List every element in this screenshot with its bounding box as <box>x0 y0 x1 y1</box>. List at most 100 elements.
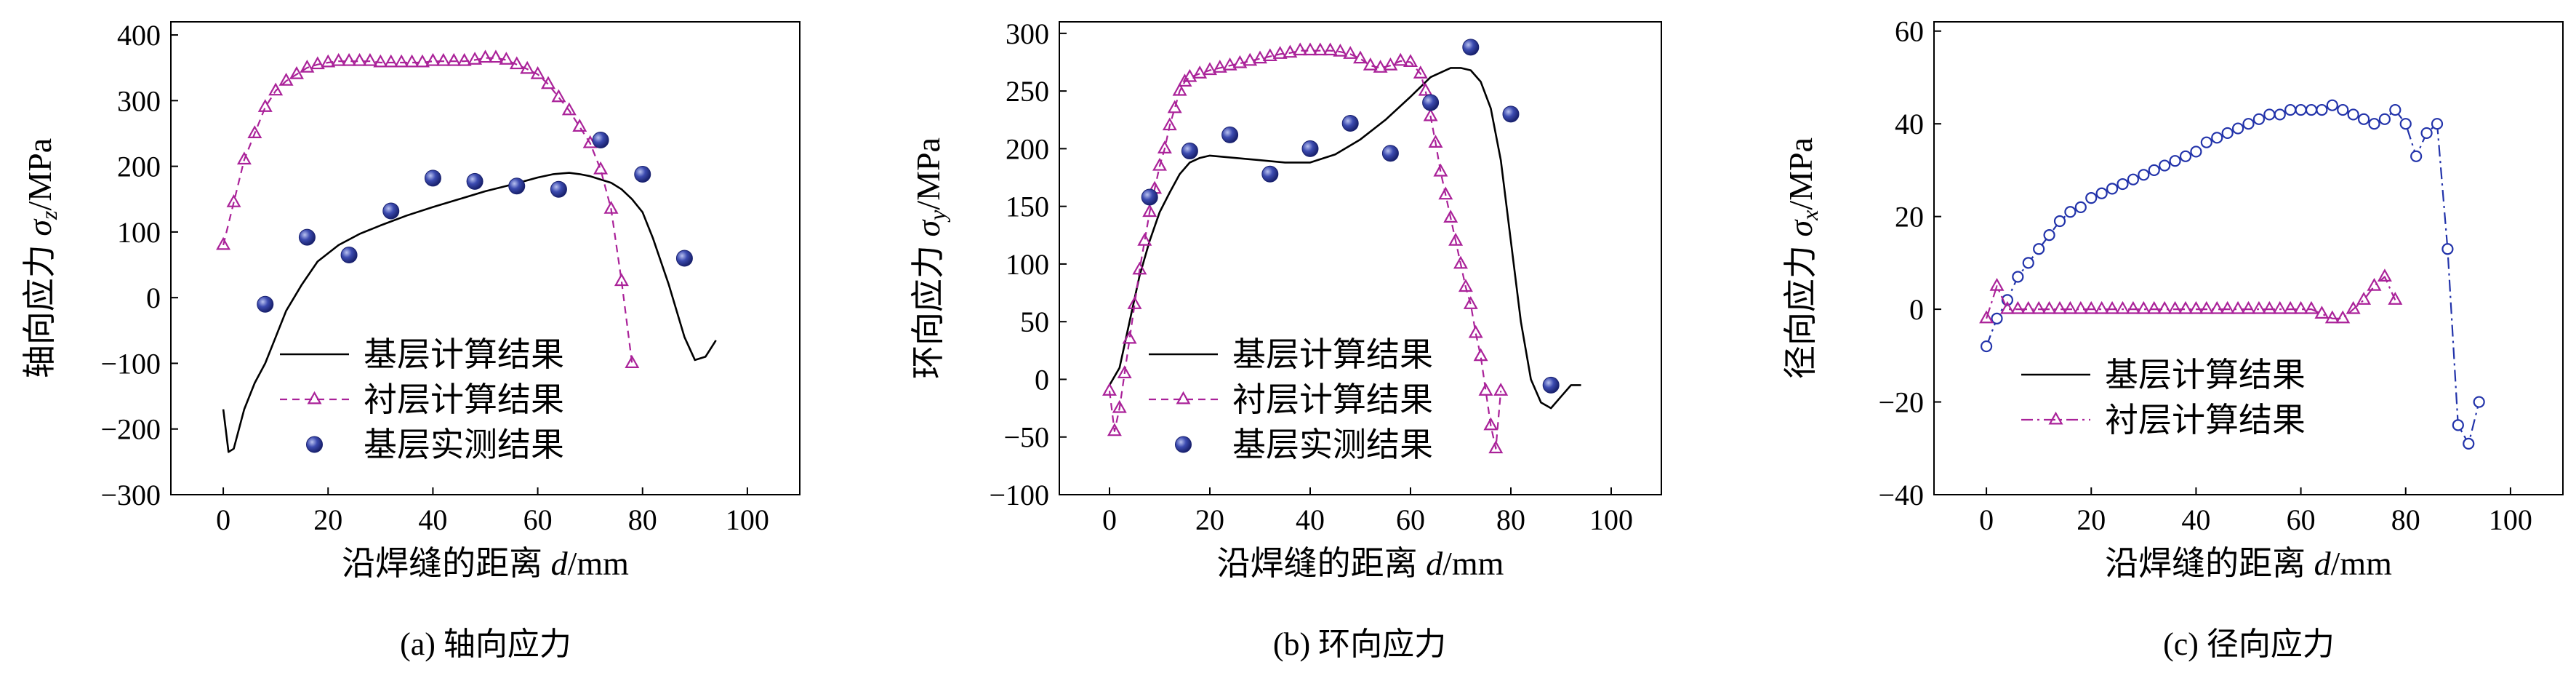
data-point <box>2283 300 2298 314</box>
y-tick-label: 0 <box>146 282 161 314</box>
series-2 <box>1102 42 1509 454</box>
data-point <box>1989 277 2005 291</box>
y-axis-subscript: y <box>924 210 950 223</box>
data-point <box>1312 42 1328 56</box>
data-point <box>572 119 587 132</box>
data-point <box>2190 145 2202 158</box>
data-point <box>2199 300 2214 314</box>
legend-label: 基层实测结果 <box>1232 426 1433 463</box>
data-point <box>1107 423 1122 436</box>
data-point <box>362 52 377 66</box>
data-point <box>1293 42 1308 56</box>
data-point <box>2326 99 2338 111</box>
series-line <box>1108 67 1581 410</box>
y-tick-label: 300 <box>117 84 161 117</box>
data-point <box>1438 186 1453 200</box>
y-tick-label: 50 <box>1020 306 1049 338</box>
data-point <box>1462 39 1480 56</box>
data-point <box>2367 277 2382 291</box>
data-point <box>2012 271 2024 283</box>
data-point <box>1172 82 1187 96</box>
x-tick-label: 0 <box>1979 503 1994 536</box>
data-point <box>2463 437 2475 450</box>
data-point <box>1333 43 1348 57</box>
data-point <box>1381 145 1399 162</box>
data-point <box>1502 105 1520 123</box>
data-point <box>2043 229 2055 242</box>
x-tick-label: 40 <box>418 503 447 536</box>
data-point <box>1343 46 1358 59</box>
y-axis-label: 环向应力 σy/MPa <box>910 137 950 379</box>
legend-marker <box>1176 391 1191 404</box>
x-tick-label: 80 <box>2391 503 2420 536</box>
data-point <box>2284 103 2297 116</box>
data-point <box>1262 48 1277 62</box>
y-axis-unit: /MPa <box>1782 137 1819 210</box>
data-point <box>1542 376 1560 394</box>
data-point <box>561 102 577 116</box>
data-point <box>499 52 514 65</box>
y-tick-label: 100 <box>1006 248 1049 281</box>
data-point <box>2221 127 2234 140</box>
data-point <box>1363 57 1378 71</box>
data-point <box>2042 300 2057 314</box>
panel-caption: (a) 轴向应力 <box>400 626 571 662</box>
data-point <box>257 99 273 112</box>
data-point <box>551 89 566 103</box>
data-point <box>1137 232 1152 246</box>
data-point <box>1142 204 1157 218</box>
data-point <box>2399 118 2412 130</box>
data-point <box>2356 292 2372 305</box>
data-point <box>1458 279 1473 292</box>
data-point <box>2305 103 2318 116</box>
x-tick-label: 20 <box>2077 503 2106 536</box>
data-point <box>1468 324 1483 338</box>
data-point <box>1122 330 1137 344</box>
data-point <box>2021 300 2036 314</box>
data-point <box>1303 42 1317 56</box>
data-point <box>1383 57 1398 71</box>
x-tick-label: 60 <box>1396 503 1425 536</box>
data-point <box>1182 68 1197 82</box>
data-point <box>508 178 526 195</box>
x-tick-label: 60 <box>523 503 553 536</box>
data-point <box>2157 300 2172 314</box>
data-point <box>1181 143 1198 160</box>
series-2 <box>216 49 640 368</box>
data-point <box>2388 292 2403 305</box>
data-point <box>1192 65 1208 79</box>
data-point <box>2274 108 2286 121</box>
data-point <box>1301 140 1319 157</box>
y-tick-label: 0 <box>1909 293 1924 326</box>
y-tick-label: −40 <box>1878 479 1924 511</box>
data-point <box>2346 300 2361 314</box>
data-point <box>226 194 241 207</box>
x-axis-label: 沿焊缝的距离 d/mm <box>342 545 629 582</box>
x-tick-label: 100 <box>2489 503 2532 536</box>
data-point <box>2159 159 2171 172</box>
x-tick-label: 100 <box>1589 503 1633 536</box>
x-tick-label: 40 <box>1296 503 1325 536</box>
data-point <box>2357 113 2370 125</box>
data-point <box>1112 399 1127 413</box>
data-point <box>2105 300 2120 314</box>
data-point <box>1979 310 1994 324</box>
y-axis-label: 径向应力 σx/MPa <box>1782 137 1823 379</box>
y-tick-label: 60 <box>1895 15 1924 48</box>
data-point <box>1991 312 2003 324</box>
data-point <box>446 52 462 66</box>
data-point <box>2251 300 2266 314</box>
x-tick-label: 100 <box>726 503 769 536</box>
data-point <box>1373 60 1388 73</box>
y-axis-unit: /MPa <box>910 137 947 210</box>
data-point <box>352 52 367 66</box>
x-axis-label: 沿焊缝的距离 d/mm <box>2105 545 2392 582</box>
data-point <box>2347 108 2359 121</box>
data-point <box>298 228 316 246</box>
data-point <box>550 180 567 198</box>
data-point <box>2033 243 2045 255</box>
y-tick-label: 0 <box>1035 363 1049 396</box>
data-point <box>675 250 693 267</box>
data-point <box>2022 257 2034 269</box>
